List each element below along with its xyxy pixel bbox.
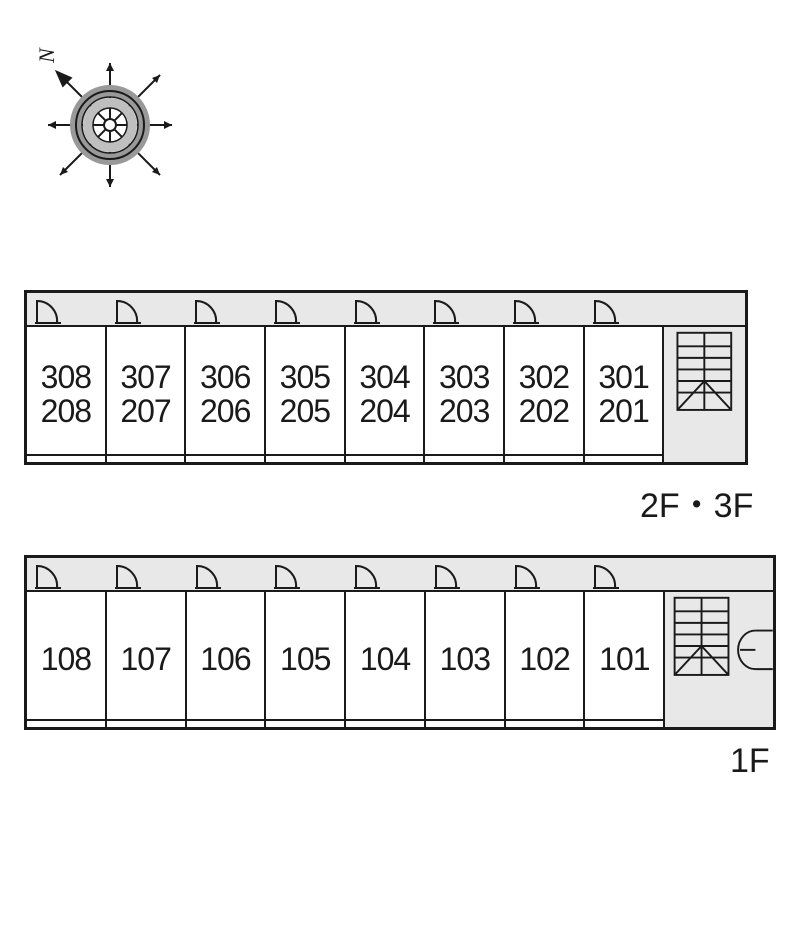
unit-number: 108: [41, 643, 91, 677]
unit-number: 306: [200, 361, 250, 395]
unit-number: 106: [200, 643, 250, 677]
door-icon: [195, 560, 221, 590]
unit-number: 205: [280, 395, 330, 429]
unit: 107: [107, 590, 187, 727]
unit-number: 204: [359, 395, 409, 429]
window-line: [505, 454, 583, 462]
door-icon: [433, 295, 459, 325]
unit: 307 207: [107, 325, 187, 462]
door-icon: [514, 560, 540, 590]
unit: 103: [426, 590, 506, 727]
window-line: [27, 454, 105, 462]
door-icon: [354, 560, 380, 590]
window-line: [187, 719, 265, 727]
door-icon: [115, 560, 141, 590]
window-line: [506, 719, 584, 727]
stair-icon: [664, 327, 745, 462]
door-icon: [274, 295, 300, 325]
window-line: [425, 454, 503, 462]
unit-number: 104: [360, 643, 410, 677]
floorplan-2f-3f: 308 208 307 207 306 206 305 205 304 204: [24, 290, 748, 465]
unit: 306 206: [186, 325, 266, 462]
door-icon: [513, 295, 539, 325]
window-line: [107, 454, 185, 462]
door-icon: [274, 560, 300, 590]
door-icon: [434, 560, 460, 590]
unit-number: 105: [280, 643, 330, 677]
unit: 102: [506, 590, 586, 727]
unit: 308 208: [27, 325, 107, 462]
door-icon: [115, 295, 141, 325]
window-line: [266, 454, 344, 462]
unit-number: 102: [519, 643, 569, 677]
door-icon: [354, 295, 380, 325]
door-icon: [194, 295, 220, 325]
window-line: [107, 719, 185, 727]
units-row: 108 107 106 105 104 103: [27, 590, 773, 727]
door-icon: [35, 560, 61, 590]
door-icon: [593, 560, 619, 590]
door-icon: [593, 295, 619, 325]
stairwell: [665, 590, 773, 727]
unit: 304 204: [346, 325, 426, 462]
unit: 302 202: [505, 325, 585, 462]
stairwell: [664, 325, 745, 462]
window-line: [346, 719, 424, 727]
unit-number: 304: [359, 361, 409, 395]
unit-number: 303: [439, 361, 489, 395]
window-line: [426, 719, 504, 727]
compass-n-label: N: [34, 47, 59, 64]
unit-number: 107: [120, 643, 170, 677]
window-line: [585, 454, 663, 462]
window-line: [266, 719, 344, 727]
floorplan-1f: 108 107 106 105 104 103: [24, 555, 776, 730]
unit-number: 203: [439, 395, 489, 429]
unit: 104: [346, 590, 426, 727]
window-line: [186, 454, 264, 462]
unit-number: 301: [598, 361, 648, 395]
unit: 106: [187, 590, 267, 727]
window-line: [585, 719, 663, 727]
unit-number: 208: [41, 395, 91, 429]
floor-label-1f: 1F: [730, 742, 770, 781]
unit: 303 203: [425, 325, 505, 462]
unit: 301 201: [585, 325, 665, 462]
unit-number: 302: [519, 361, 569, 395]
floor-label-2f3f: 2F・3F: [640, 478, 753, 527]
unit-number: 101: [599, 643, 649, 677]
unit: 305 205: [266, 325, 346, 462]
compass: N: [30, 35, 190, 200]
window-line: [346, 454, 424, 462]
unit-number: 206: [200, 395, 250, 429]
door-icon: [35, 295, 61, 325]
unit-number: 305: [280, 361, 330, 395]
units-row: 308 208 307 207 306 206 305 205 304 204: [27, 325, 745, 462]
unit-number: 207: [120, 395, 170, 429]
unit-number: 308: [41, 361, 91, 395]
unit-number: 201: [598, 395, 648, 429]
unit: 108: [27, 590, 107, 727]
unit: 105: [266, 590, 346, 727]
window-line: [27, 719, 105, 727]
stair-icon: [665, 592, 773, 727]
unit-number: 202: [519, 395, 569, 429]
unit: 101: [585, 590, 665, 727]
entrance-icon: [738, 631, 773, 670]
unit-number: 103: [440, 643, 490, 677]
unit-number: 307: [120, 361, 170, 395]
